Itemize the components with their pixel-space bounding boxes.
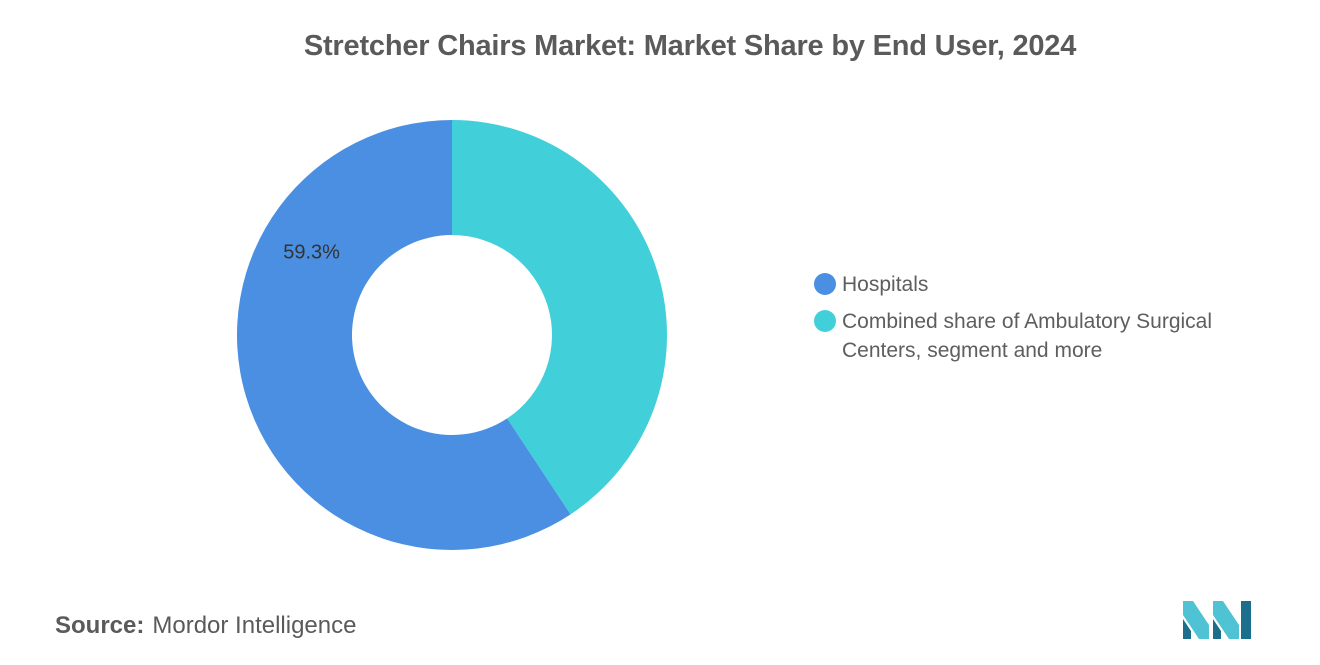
legend-item-combined-share: Combined share of Ambulatory Surgical Ce… [814, 307, 1274, 365]
source-note: Source: Mordor Intelligence [55, 612, 356, 640]
chart-legend: Hospitals Combined share of Ambulatory S… [814, 270, 1274, 373]
legend-item-hospitals: Hospitals [814, 270, 1274, 299]
logo-shape-middle-bar [1213, 619, 1221, 639]
logo-shape-right-bar [1241, 601, 1251, 639]
donut-slice-1 [452, 120, 667, 515]
source-value: Mordor Intelligence [152, 612, 357, 639]
legend-swatch-combined-share [814, 310, 836, 332]
mordor-intelligence-logo-icon [1183, 601, 1251, 639]
donut-slice-0 [236, 120, 571, 550]
slice-data-label-0: 59.3% [283, 241, 340, 263]
logo-shape-left-bar [1183, 619, 1191, 639]
donut-chart: 59.3% [236, 120, 667, 550]
legend-label-hospitals: Hospitals [842, 273, 929, 296]
logo-shape-right [1213, 601, 1239, 639]
legend-swatch-hospitals [814, 273, 836, 295]
legend-label-combined-share: Combined share of Ambulatory Surgical Ce… [842, 310, 1213, 362]
chart-title: Stretcher Chairs Market: Market Share by… [303, 30, 1077, 62]
source-label: Source: [55, 612, 145, 639]
logo-shape-left [1183, 601, 1209, 639]
